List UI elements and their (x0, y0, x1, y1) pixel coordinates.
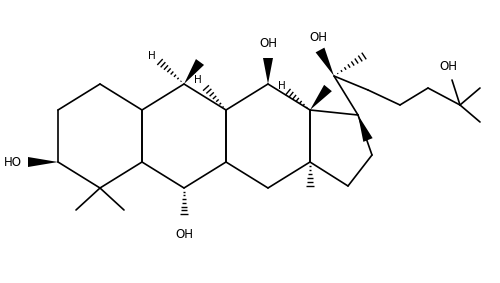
Polygon shape (263, 58, 273, 84)
Text: H: H (278, 81, 286, 91)
Text: H: H (148, 51, 156, 61)
Polygon shape (184, 59, 204, 84)
Text: OH: OH (309, 31, 327, 44)
Text: OH: OH (259, 37, 277, 50)
Text: HO: HO (4, 155, 22, 168)
Polygon shape (316, 48, 334, 76)
Text: OH: OH (439, 60, 457, 73)
Polygon shape (358, 115, 372, 142)
Text: OH: OH (175, 228, 193, 241)
Polygon shape (28, 157, 58, 167)
Text: H: H (194, 75, 202, 85)
Polygon shape (310, 85, 332, 110)
